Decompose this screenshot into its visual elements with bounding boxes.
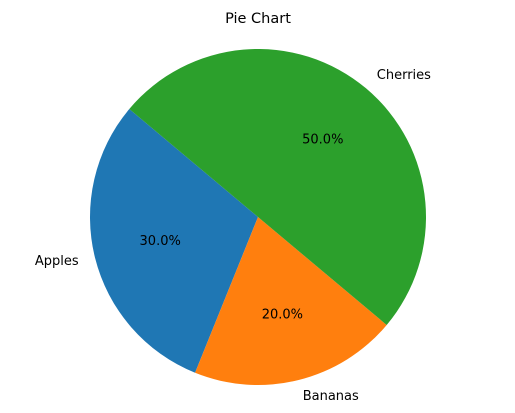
pie-slice-apples [89,109,259,373]
pie-slice-cherries [129,48,427,325]
chart-title: Pie Chart [225,11,291,27]
slice-label-apples: Apples [35,254,79,269]
pie-slice-bananas [195,217,387,386]
pie-labels: Apples 30.0% Bananas 20.0% Cherries 50.0% [35,68,431,404]
percent-label-apples: 30.0% [140,234,181,249]
percent-label-bananas: 20.0% [262,307,303,322]
slice-label-cherries: Cherries [377,68,431,83]
slice-label-bananas: Bananas [303,389,359,404]
percent-label-cherries: 50.0% [302,132,343,147]
pie-slices [89,48,427,386]
